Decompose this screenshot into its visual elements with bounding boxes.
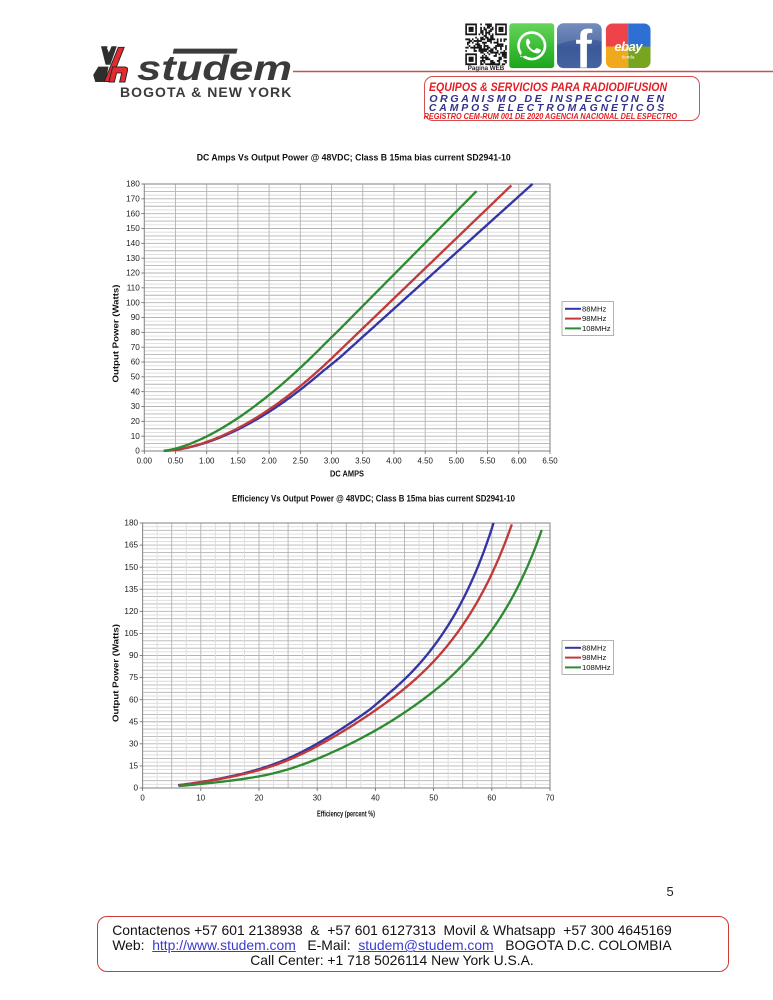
svg-text:6.50: 6.50 [542, 457, 558, 466]
svg-text:3.00: 3.00 [324, 457, 340, 466]
svg-text:4.50: 4.50 [417, 457, 433, 466]
svg-text:0: 0 [135, 447, 140, 456]
svg-text:150: 150 [126, 224, 140, 233]
svg-text:50: 50 [429, 794, 438, 803]
svg-text:100: 100 [126, 298, 140, 307]
svg-text:1.50: 1.50 [230, 457, 246, 466]
svg-text:DC Amps Vs Output Power @ 48VD: DC Amps Vs Output Power @ 48VDC; Class B… [197, 153, 511, 164]
svg-text:180: 180 [124, 519, 138, 528]
svg-text:80: 80 [131, 328, 141, 337]
svg-text:108MHz: 108MHz [582, 324, 611, 333]
svg-text:60: 60 [487, 794, 496, 803]
svg-text:130: 130 [126, 254, 140, 263]
svg-text:60: 60 [129, 695, 139, 704]
svg-text:studem: studem [137, 49, 292, 88]
svg-text:90: 90 [131, 313, 141, 322]
svg-text:90: 90 [129, 651, 139, 660]
svg-text:30: 30 [313, 794, 322, 803]
svg-text:45: 45 [129, 717, 139, 726]
svg-text:60: 60 [131, 358, 141, 367]
svg-text:0.50: 0.50 [168, 457, 184, 466]
svg-text:Pagina WEB: Pagina WEB [468, 65, 505, 72]
svg-text:120: 120 [126, 269, 140, 278]
svg-text:40: 40 [371, 794, 380, 803]
svg-text:5.50: 5.50 [480, 457, 496, 466]
svg-text:Efficiency Vs Output Power @ 4: Efficiency Vs Output Power @ 48VDC; Clas… [232, 494, 515, 504]
svg-text:Output Power (Watts): Output Power (Watts) [110, 284, 120, 382]
svg-text:BOGOTA & NEW YORK: BOGOTA & NEW YORK [120, 84, 292, 100]
svg-text:165: 165 [124, 541, 138, 550]
svg-text:0.00: 0.00 [137, 457, 153, 466]
svg-text:88MHz: 88MHz [582, 643, 607, 652]
svg-text:20: 20 [131, 417, 141, 426]
svg-text:Output Power (Watts): Output Power (Watts) [110, 624, 120, 722]
svg-text:150: 150 [124, 563, 138, 572]
svg-text:98MHz: 98MHz [582, 314, 607, 323]
svg-text:tienda: tienda [622, 55, 635, 60]
svg-text:110: 110 [127, 283, 140, 292]
svg-text:70: 70 [546, 794, 555, 803]
svg-text:40: 40 [131, 387, 141, 396]
svg-text:0: 0 [140, 794, 145, 803]
svg-text:6.00: 6.00 [511, 457, 527, 466]
svg-text:140: 140 [126, 239, 140, 248]
svg-text:50: 50 [131, 372, 141, 381]
svg-text:15: 15 [129, 762, 139, 771]
svg-text:20: 20 [255, 794, 264, 803]
svg-text:180: 180 [126, 180, 140, 189]
svg-text:170: 170 [126, 194, 140, 203]
svg-text:0: 0 [134, 784, 139, 793]
svg-text:Efficiency (percent %): Efficiency (percent %) [317, 809, 375, 819]
svg-text:75: 75 [129, 673, 139, 682]
svg-text:10: 10 [196, 794, 205, 803]
svg-text:70: 70 [131, 343, 141, 352]
svg-text:135: 135 [124, 585, 138, 594]
svg-text:120: 120 [124, 607, 138, 616]
svg-text:30: 30 [129, 739, 139, 748]
svg-text:88MHz: 88MHz [582, 304, 607, 313]
svg-text:5.00: 5.00 [449, 457, 465, 466]
svg-text:98MHz: 98MHz [582, 653, 607, 662]
svg-text:160: 160 [126, 209, 140, 218]
svg-text:3.50: 3.50 [355, 457, 371, 466]
svg-text:DC AMPS: DC AMPS [330, 469, 364, 479]
svg-text:2.00: 2.00 [261, 457, 277, 466]
svg-text:1.00: 1.00 [199, 457, 215, 466]
svg-text:ebay: ebay [614, 39, 643, 54]
svg-text:2.50: 2.50 [293, 457, 309, 466]
svg-text:108MHz: 108MHz [582, 663, 611, 672]
svg-text:30: 30 [131, 402, 141, 411]
svg-text:4.00: 4.00 [386, 457, 402, 466]
svg-text:105: 105 [124, 629, 138, 638]
svg-text:10: 10 [131, 432, 141, 441]
